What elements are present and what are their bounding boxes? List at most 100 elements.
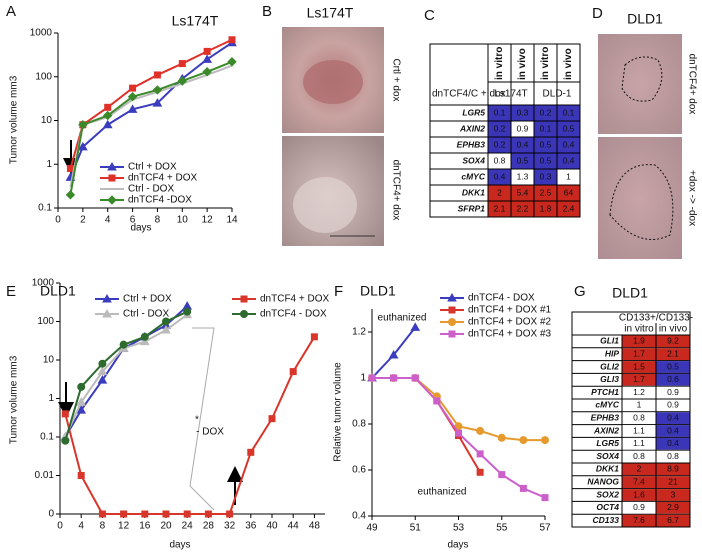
x-axis-label: days: [169, 540, 190, 551]
panel-label: G: [574, 283, 586, 300]
x-tick-label: 4: [78, 521, 84, 532]
x-tick-label: 57: [539, 523, 551, 534]
legend-marker: [108, 174, 116, 182]
cell-value: 0.5: [540, 155, 552, 165]
table-cell: [656, 425, 690, 437]
point: [177, 76, 187, 86]
cell-value: 2.2: [517, 203, 529, 213]
table-cell: [534, 185, 557, 201]
cell-value: 0.9: [517, 123, 529, 133]
x-tick-label: 6: [130, 215, 136, 226]
point: [519, 436, 528, 445]
row-label: GLI3: [600, 374, 619, 384]
y-tick-label: 0: [48, 509, 54, 520]
x-tick-label: 36: [245, 521, 257, 532]
table-cell: [534, 137, 557, 153]
point: [127, 104, 138, 113]
table-cell: [557, 121, 580, 137]
photo: [598, 34, 682, 134]
cell-value: 0.8: [633, 451, 645, 461]
line: [69, 41, 233, 178]
row-label: GLI2: [600, 361, 619, 371]
point: [141, 510, 149, 518]
table-cell: [656, 373, 690, 386]
table-cell: [622, 425, 656, 437]
point: [102, 119, 113, 129]
x-tick-label: 20: [160, 521, 172, 532]
table-cell: [488, 201, 511, 217]
point: [476, 468, 484, 476]
table-cell: [534, 201, 557, 217]
row-label: DKK1: [462, 187, 485, 197]
point: [204, 510, 212, 518]
row-label: NANOG: [587, 476, 619, 486]
cell-value: 3: [671, 489, 676, 499]
table-frame: [429, 43, 581, 218]
point: [497, 433, 506, 442]
bracket: [189, 327, 215, 511]
cell-value: 2: [637, 464, 642, 474]
series: [368, 374, 549, 502]
point: [77, 472, 85, 479]
chart-title: DLD1: [40, 283, 76, 299]
table-cell: [622, 463, 656, 476]
legend-label: dnTCF4 + DOX: [128, 173, 198, 184]
x-tick-label: 24: [182, 521, 194, 532]
series: [60, 301, 193, 441]
y-tick-label: 0.01: [35, 470, 55, 481]
point: [410, 322, 421, 331]
cell-value: 0.4: [563, 139, 575, 149]
panel-label: C: [424, 7, 435, 24]
y-axis-label: Relative tumor volume: [333, 362, 344, 462]
cell-value: 0.5: [563, 123, 575, 133]
column-header: in vitro: [540, 47, 551, 80]
cell-value: 21: [668, 476, 678, 486]
table-cell: [622, 386, 656, 399]
legend-label: Ctrl - DOX: [128, 184, 174, 195]
y-tick-label: 1.2: [352, 327, 366, 338]
point: [178, 60, 186, 68]
point: [98, 359, 107, 368]
point: [77, 382, 86, 391]
cell-value: 0.2: [494, 123, 506, 133]
row-label: SOX4: [462, 155, 485, 165]
column-header: in vivo: [517, 48, 528, 80]
legend-label: Ctrl - DOX: [123, 309, 169, 320]
cell-value: 9.2: [667, 336, 679, 346]
cell-value: 1.7: [633, 374, 645, 384]
row-label: LGR5: [462, 107, 485, 117]
group-header: DLD-1: [543, 89, 572, 100]
panel-label: B: [262, 3, 272, 20]
row-label: AXIN2: [593, 425, 619, 435]
table-cell: [622, 412, 656, 425]
point: [227, 57, 237, 67]
legend-label: dnTCF4 - DOX: [260, 309, 327, 320]
table-cell: [656, 489, 690, 501]
y-tick-label: 1000: [30, 28, 53, 39]
table-cell: [488, 153, 511, 169]
y-tick-label: 100: [35, 71, 52, 82]
y-tick-label: 10: [41, 115, 53, 126]
series: [61, 333, 318, 518]
cell-value: 0.3: [517, 107, 529, 117]
cell-value: 7.4: [633, 476, 645, 486]
table-cell: [656, 399, 690, 412]
point: [152, 98, 163, 107]
x-tick-label: 4: [105, 215, 111, 226]
point: [120, 510, 128, 518]
table-cell: [622, 476, 656, 489]
photo-detail: [303, 60, 363, 104]
legend-marker: [102, 308, 112, 318]
x-tick-label: 0: [55, 215, 61, 226]
point: [519, 484, 527, 492]
table-cell: [511, 121, 534, 137]
table-cell: [622, 348, 656, 361]
y-tick-label: 10: [43, 355, 55, 366]
cell-value: 0.9: [667, 387, 679, 397]
line: [372, 377, 481, 473]
group-header: Ls174T: [494, 89, 527, 100]
point: [77, 141, 88, 151]
y-tick-label: 100: [37, 316, 54, 327]
legend-marker: [447, 292, 457, 302]
cell-value: 1.9: [633, 336, 645, 346]
